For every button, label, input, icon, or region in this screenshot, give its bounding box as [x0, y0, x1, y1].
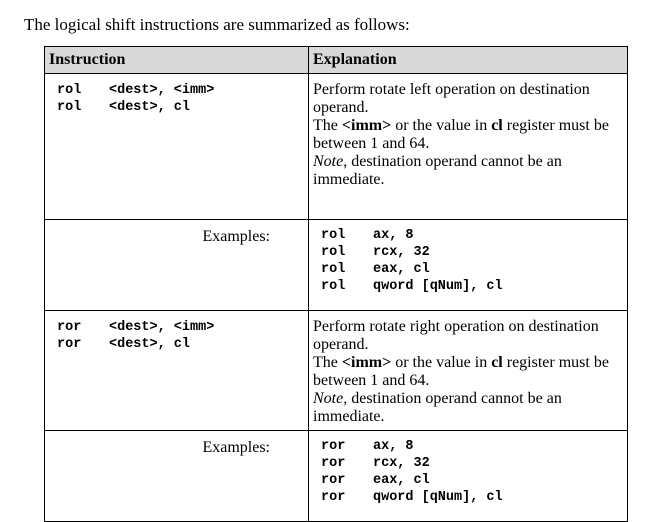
explanation-note: Note, destination operand cannot be an i… — [313, 153, 619, 189]
examples-cell-rol: rol ax, 8 rol rcx, 32 rol eax, cl rol qword … — [308, 219, 628, 311]
header-instruction: Instruction — [44, 46, 309, 74]
text-fragment: The — [313, 354, 342, 371]
mnemonic: ror — [321, 439, 346, 454]
operands: eax, cl — [373, 473, 430, 488]
syntax-line: ror <dest>, cl — [57, 336, 308, 353]
imm-term: <imm> — [341, 117, 392, 134]
table-header-row: Instruction Explanation — [44, 46, 628, 74]
operands: <dest>, <imm> — [109, 83, 215, 98]
example-line: rol qword [qNum], cl — [321, 278, 627, 295]
mnemonic: rol — [321, 279, 346, 294]
example-line: ror eax, cl — [321, 472, 627, 489]
explanation-constraint: The <imm> or the value in cl register mu… — [313, 354, 619, 390]
syntax-line: rol <dest>, cl — [57, 99, 308, 116]
text-fragment: register must be between 1 and 64. — [313, 117, 609, 152]
table-row: ror <dest>, <imm> ror <dest>, cl Perform r… — [44, 310, 628, 431]
mnemonic: ror — [57, 320, 82, 335]
text-fragment: or the value in — [391, 354, 492, 371]
explanation-text: Perform rotate right operation on destin… — [313, 318, 599, 353]
table-row: rol <dest>, <imm> rol <dest>, cl Perform r… — [44, 73, 628, 220]
operands: ax, 8 — [373, 228, 414, 243]
syntax-line: ror <dest>, <imm> — [57, 319, 308, 336]
explanation-text: Perform rotate left operation on destina… — [313, 81, 590, 116]
imm-term: <imm> — [341, 354, 392, 371]
operands: <dest>, cl — [109, 337, 191, 352]
operands: eax, cl — [373, 262, 430, 277]
mnemonic: ror — [57, 337, 82, 352]
example-line: rol eax, cl — [321, 261, 627, 278]
cl-term: cl — [491, 117, 503, 134]
header-explanation: Explanation — [308, 46, 628, 74]
cl-term: cl — [491, 354, 503, 371]
example-line: rol ax, 8 — [321, 227, 627, 244]
examples-cell-ror: ror ax, 8 ror rcx, 32 ror eax, cl ror qword … — [308, 430, 628, 522]
operands: <dest>, <imm> — [109, 320, 215, 335]
instruction-table: Instruction Explanation rol <dest>, <imm>… — [44, 46, 628, 522]
examples-label: Examples: — [202, 439, 270, 456]
operands: qword [qNum], cl — [373, 279, 503, 294]
example-line: rol rcx, 32 — [321, 244, 627, 261]
note-label: Note — [313, 390, 344, 407]
mnemonic: rol — [57, 83, 82, 98]
explanation-cell-rol: Perform rotate left operation on destina… — [308, 73, 628, 220]
operands: rcx, 32 — [373, 456, 430, 471]
explanation-constraint: The <imm> or the value in cl register mu… — [313, 117, 619, 153]
mnemonic: rol — [57, 100, 82, 115]
mnemonic: rol — [321, 245, 346, 260]
operands: qword [qNum], cl — [373, 490, 503, 505]
mnemonic: ror — [321, 490, 346, 505]
operands: ax, 8 — [373, 439, 414, 454]
table-row: Examples: rol ax, 8 rol rcx, 32 rol eax, cl… — [44, 219, 628, 311]
examples-label-cell: Examples: — [44, 219, 309, 311]
syntax-cell-rol: rol <dest>, <imm> rol <dest>, cl — [44, 73, 309, 220]
examples-label: Examples: — [202, 228, 270, 245]
explanation-cell-ror: Perform rotate right operation on destin… — [308, 310, 628, 431]
operands: <dest>, cl — [109, 100, 191, 115]
example-line: ror qword [qNum], cl — [321, 489, 627, 506]
text-fragment: , destination operand cannot be an immed… — [313, 153, 562, 188]
syntax-cell-ror: ror <dest>, <imm> ror <dest>, cl — [44, 310, 309, 431]
mnemonic: ror — [321, 473, 346, 488]
mnemonic: rol — [321, 262, 346, 277]
examples-label-cell: Examples: — [44, 430, 309, 522]
text-fragment: , destination operand cannot be an immed… — [313, 390, 562, 425]
explanation-note: Note, destination operand cannot be an i… — [313, 390, 619, 426]
note-label: Note — [313, 153, 344, 170]
text-fragment: register must be between 1 and 64. — [313, 354, 609, 389]
text-fragment: The — [313, 117, 342, 134]
example-line: ror rcx, 32 — [321, 455, 627, 472]
intro-text: The logical shift instructions are summa… — [24, 15, 410, 34]
example-line: ror ax, 8 — [321, 438, 627, 455]
table-row: Examples: ror ax, 8 ror rcx, 32 ror eax, cl… — [44, 430, 628, 522]
operands: rcx, 32 — [373, 245, 430, 260]
text-fragment: or the value in — [391, 117, 492, 134]
mnemonic: rol — [321, 228, 346, 243]
mnemonic: ror — [321, 456, 346, 471]
syntax-line: rol <dest>, <imm> — [57, 82, 308, 99]
